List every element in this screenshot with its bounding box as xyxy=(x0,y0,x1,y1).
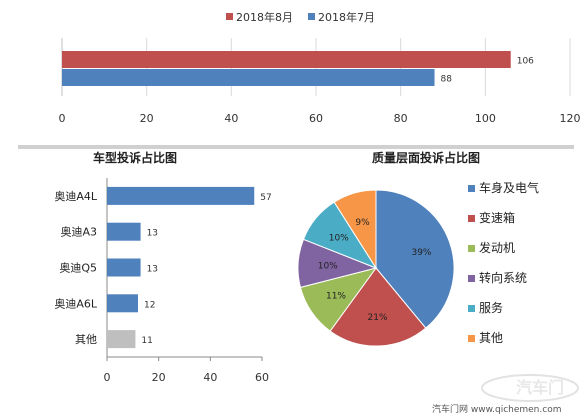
x-tick-label: 100 xyxy=(475,112,496,125)
watermark-logo-text: 汽车门 xyxy=(516,378,564,397)
slice-label: 21% xyxy=(368,313,388,323)
legend-label: 2018年8月 xyxy=(236,10,293,24)
data-label: 12 xyxy=(144,300,155,310)
legend-label: 2018年7月 xyxy=(318,10,375,24)
x-tick-label: 60 xyxy=(255,371,269,384)
slice-label: 9% xyxy=(355,218,370,228)
data-label: 106 xyxy=(517,57,534,67)
legend-label: 变速箱 xyxy=(479,210,515,225)
data-label: 88 xyxy=(441,75,453,85)
legend-swatch xyxy=(226,13,233,20)
model-complaint-chart: 车型投诉占比图 0 20 40 60 奥迪A4L 57 奥迪A3 13 奥迪Q5 13 奥迪A6L 12… xyxy=(54,150,271,384)
bar xyxy=(107,294,138,313)
legend-swatch xyxy=(468,335,475,342)
x-tick-label: 0 xyxy=(59,112,66,125)
legend-swatch xyxy=(308,13,315,20)
category-label: 奥迪Q5 xyxy=(59,261,97,275)
slice-label: 39% xyxy=(411,248,431,258)
watermark-logo-ring xyxy=(481,374,579,402)
pie-slice xyxy=(333,189,377,270)
legend-swatch xyxy=(468,215,475,222)
slice-label: 11% xyxy=(326,292,346,302)
x-tick-label: 120 xyxy=(560,112,581,125)
chart-legend: 2018年8月 2018年7月 xyxy=(226,10,375,24)
x-tick-label: 40 xyxy=(203,371,217,384)
watermark-text: 汽车门网 www.qichemen.com xyxy=(432,403,561,415)
chart-title: 质量层面投诉占比图 xyxy=(372,150,480,165)
data-label: 11 xyxy=(141,336,152,346)
x-tick-label: 0 xyxy=(104,371,111,384)
legend-swatch xyxy=(468,245,475,252)
data-label: 13 xyxy=(147,265,158,275)
slice-label: 10% xyxy=(318,261,338,271)
data-label: 13 xyxy=(147,229,158,239)
x-tick-label: 80 xyxy=(394,112,408,125)
legend-label: 其他 xyxy=(479,331,503,345)
pie-slice xyxy=(329,267,427,347)
x-tick-label: 20 xyxy=(152,371,166,384)
x-tick-label: 60 xyxy=(309,112,323,125)
bar-jul xyxy=(62,69,435,86)
slice-label: 10% xyxy=(329,234,349,244)
legend-label: 服务 xyxy=(479,300,503,315)
legend-swatch xyxy=(468,305,475,312)
legend-swatch xyxy=(468,185,475,192)
x-tick-label: 40 xyxy=(224,112,238,125)
category-label: 奥迪A4L xyxy=(54,189,98,203)
legend-label: 车身及电气 xyxy=(479,180,539,195)
chart-title: 车型投诉占比图 xyxy=(93,150,177,165)
category-label: 其他 xyxy=(75,333,97,346)
bar xyxy=(107,258,141,277)
bar xyxy=(107,222,141,241)
pie-slice xyxy=(375,189,455,329)
x-tick-label: 20 xyxy=(140,112,154,125)
bar xyxy=(107,330,136,349)
legend-swatch xyxy=(468,275,475,282)
legend-label: 转向系统 xyxy=(479,270,527,285)
bar xyxy=(107,186,255,205)
category-label: 奥迪A6L xyxy=(54,296,98,310)
quality-complaint-pie: 质量层面投诉占比图 39% 21% 11% 10% 10% 9% 车身及电气变速箱发动机转向系… xyxy=(297,150,539,347)
data-label: 57 xyxy=(260,193,271,203)
legend-label: 发动机 xyxy=(479,240,515,255)
bar-aug xyxy=(62,51,511,68)
monthly-comparison-chart: 2018年8月 2018年7月 0 20 40 60 80 100 120 106 88 xyxy=(59,10,581,125)
category-label: 奥迪A3 xyxy=(60,225,97,239)
